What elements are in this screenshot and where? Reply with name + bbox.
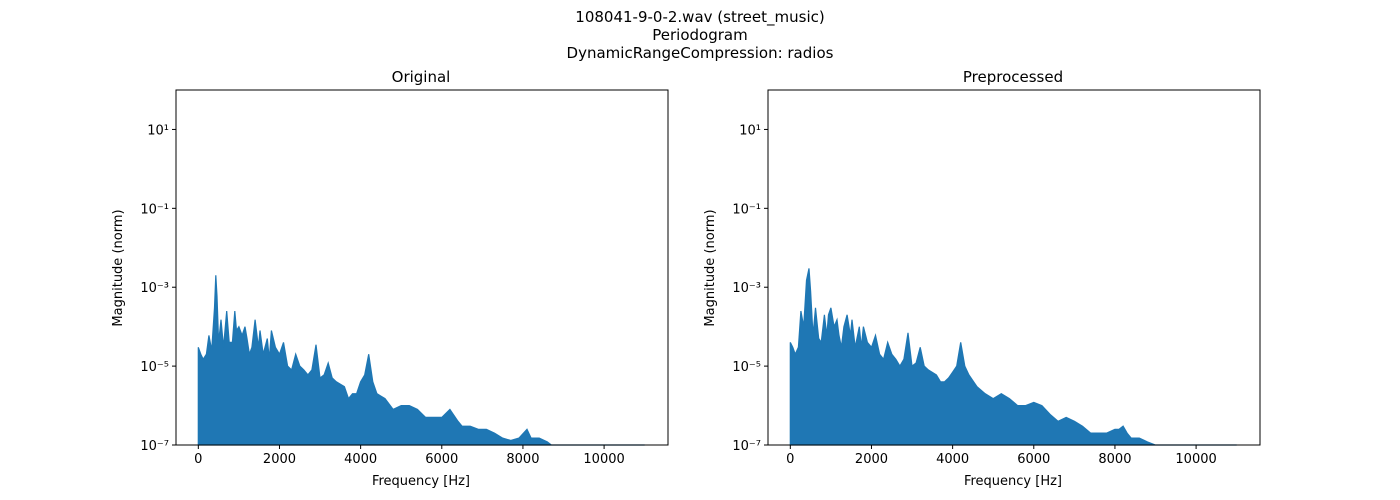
x-tick-label: 4000 [936, 452, 969, 467]
y-tick-label: 10⁻⁵ [732, 360, 761, 375]
preprocessed-x-ticks: 0 2000 4000 6000 8000 10000 [786, 445, 1217, 467]
original-x-axis-label: Frequency [Hz] [372, 474, 470, 489]
x-tick-label: 6000 [1017, 452, 1050, 467]
y-tick-label: 10⁻¹ [732, 202, 761, 217]
y-tick-label: 10⁻⁵ [140, 360, 169, 375]
x-tick-label: 8000 [1098, 452, 1131, 467]
x-tick-label: 8000 [506, 452, 539, 467]
preprocessed-y-ticks: 10⁻⁷ 10⁻⁵ 10⁻³ 10⁻¹ 10¹ [732, 123, 768, 454]
original-panel: Original 0 2000 4000 6000 8000 10000 10⁻⁷ 10⁻⁵… [111, 68, 669, 489]
preprocessed-y-axis-label: Magnitude (norm) [703, 209, 718, 326]
x-tick-label: 10000 [1175, 452, 1216, 467]
preprocessed-axes-frame [767, 89, 1261, 446]
suptitle-line-1: 108041-9-0-2.wav (street_music) [575, 8, 824, 27]
x-tick-label: 6000 [425, 452, 458, 467]
preprocessed-panel-title: Preprocessed [963, 68, 1063, 86]
x-tick-label: 0 [786, 452, 794, 467]
x-tick-label: 2000 [855, 452, 888, 467]
preprocessed-series-layer [789, 268, 1237, 446]
x-tick-label: 10000 [583, 452, 624, 467]
original-x-ticks: 0 2000 4000 6000 8000 10000 [194, 445, 625, 467]
suptitle-line-2: Periodogram [652, 26, 747, 44]
y-tick-label: 10⁻³ [732, 281, 761, 296]
original-series-layer [197, 275, 645, 446]
series-preprocessed-0 [789, 268, 1237, 446]
original-y-axis-label: Magnitude (norm) [111, 209, 126, 326]
original-axes-frame [175, 89, 669, 446]
original-y-ticks: 10⁻⁷ 10⁻⁵ 10⁻³ 10⁻¹ 10¹ [140, 123, 176, 454]
preprocessed-x-axis-label: Frequency [Hz] [964, 474, 1062, 489]
x-tick-label: 0 [194, 452, 202, 467]
y-tick-label: 10⁻³ [140, 281, 169, 296]
y-tick-label: 10⁻¹ [140, 202, 169, 217]
original-panel-title: Original [392, 68, 451, 86]
preprocessed-panel: Preprocessed 0 2000 4000 6000 8000 10000 10⁻⁷… [703, 68, 1261, 489]
suptitle-line-3: DynamicRangeCompression: radios [567, 44, 834, 62]
y-tick-label: 10⁻⁷ [732, 439, 761, 454]
x-tick-label: 2000 [263, 452, 296, 467]
y-tick-label: 10⁻⁷ [140, 439, 169, 454]
y-tick-label: 10¹ [147, 123, 169, 138]
series-original-0 [197, 275, 645, 446]
x-tick-label: 4000 [344, 452, 377, 467]
y-tick-label: 10¹ [739, 123, 761, 138]
